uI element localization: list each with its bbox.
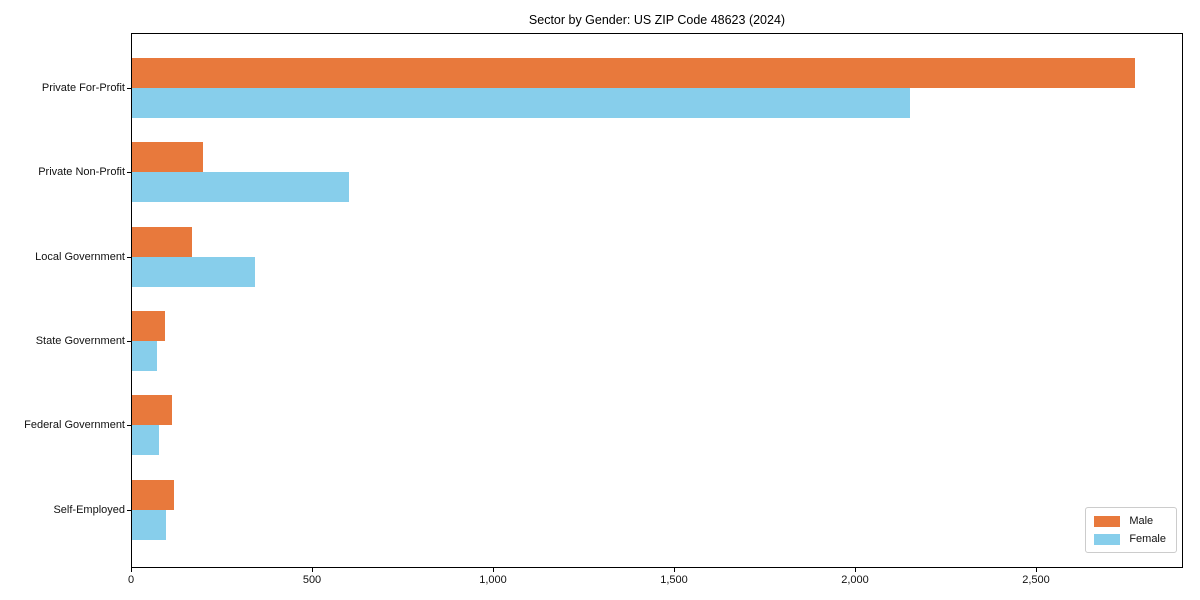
x-tick-label-1500: 1,500 [660,574,688,586]
bar-female-6 [132,510,166,540]
bar-male-4 [132,311,165,341]
x-tick-mark [312,568,313,572]
x-tick-label-1000: 1,000 [479,574,507,586]
bar-male-1 [132,58,1135,88]
x-tick-mark [131,568,132,572]
x-tick-mark [1036,568,1037,572]
legend-entry-female: Female [1094,533,1166,545]
female-color-swatch [1094,533,1121,545]
male-color-swatch [1094,515,1121,527]
chart-title: Sector by Gender: US ZIP Code 48623 (202… [528,13,786,27]
y-tick-mark [127,510,131,511]
bar-female-5 [132,425,159,455]
x-tick-mark [855,568,856,572]
bar-female-1 [132,88,910,118]
y-axis-label-3: Local Government [35,250,125,263]
bar-female-3 [132,257,255,287]
y-axis-label-4: State Government [35,334,125,347]
y-tick-mark [127,88,131,89]
x-tick-label-0: 0 [127,574,135,586]
plot-area: Male Female [131,33,1183,568]
legend-label-female: Female [1129,533,1166,545]
y-axis-label-2: Private Non-Profit [38,166,125,179]
legend-label-male: Male [1129,515,1154,527]
bar-male-6 [132,480,174,510]
y-axis-label-1: Private For-Profit [41,82,125,94]
y-tick-mark [127,257,131,258]
y-tick-mark [127,172,131,173]
y-axis-label-5: Federal Government [24,419,125,432]
bar-male-3 [132,227,192,257]
bar-male-2 [132,142,203,172]
bar-female-2 [132,172,349,202]
legend: Male Female [1085,507,1177,553]
y-axis-label-6: Self-Employed [53,503,125,516]
y-tick-mark [127,341,131,342]
x-tick-label-2000: 2,000 [841,574,869,586]
bar-male-5 [132,395,172,425]
legend-entry-male: Male [1094,515,1166,527]
x-tick-label-500: 500 [302,574,322,586]
y-tick-mark [127,425,131,426]
x-tick-label-2500: 2,500 [1022,574,1050,586]
x-tick-mark [493,568,494,572]
bar-female-4 [132,341,157,371]
x-tick-mark [674,568,675,572]
